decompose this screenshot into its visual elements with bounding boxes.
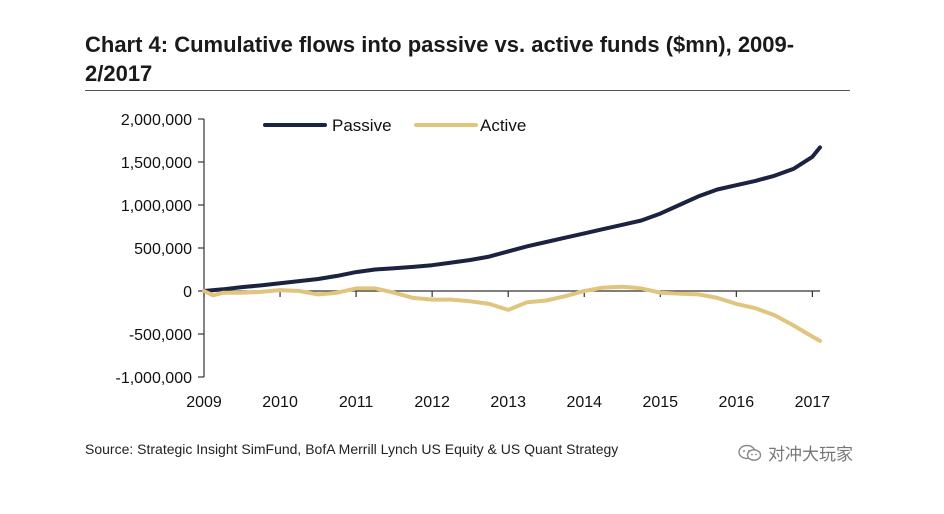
legend-label: Passive <box>332 116 392 135</box>
chart-title: Chart 4: Cumulative flows into passive v… <box>85 32 795 86</box>
x-axis: 2009 2010 2011 2012 2013 2014 2015 2016 2017 <box>186 290 831 411</box>
x-tick-label: 2013 <box>490 394 526 411</box>
series-layer <box>202 145 822 343</box>
y-axis: -1,000,000 -500,000 0 500,000 1,000,000 1,500… <box>115 112 205 387</box>
x-tick-label: 2014 <box>566 394 602 411</box>
y-tick-label: 1,000,000 <box>121 198 192 215</box>
x-tick-label: 2010 <box>262 394 298 411</box>
legend-label: Active <box>480 116 526 135</box>
y-tick-label: 0 <box>183 284 192 301</box>
watermark-text: 对冲大玩家 <box>768 445 853 464</box>
x-tick-label: 2017 <box>795 394 831 411</box>
watermark: 对冲大玩家 <box>738 440 853 465</box>
legend-item-active: Active <box>414 116 526 135</box>
title-divider <box>85 90 850 91</box>
source-note: Source: Strategic Insight SimFund, BofA … <box>85 441 619 457</box>
x-tick-label: 2015 <box>642 394 678 411</box>
x-tick-label: 2012 <box>414 394 450 411</box>
wechat-icon <box>738 444 762 461</box>
legend: Passive Active <box>263 116 526 135</box>
series-line-active <box>202 284 822 343</box>
legend-item-passive: Passive <box>263 116 392 135</box>
y-tick-label: -500,000 <box>129 327 192 344</box>
y-tick-label: 500,000 <box>134 241 192 258</box>
x-tick-label: 2009 <box>186 394 222 411</box>
y-tick-label: 2,000,000 <box>121 112 192 129</box>
y-tick-label: 1,500,000 <box>121 155 192 172</box>
x-tick-label: 2011 <box>339 394 374 411</box>
series-line-passive <box>202 145 822 293</box>
x-tick-label: 2016 <box>719 394 755 411</box>
y-tick-label: -1,000,000 <box>115 370 192 387</box>
